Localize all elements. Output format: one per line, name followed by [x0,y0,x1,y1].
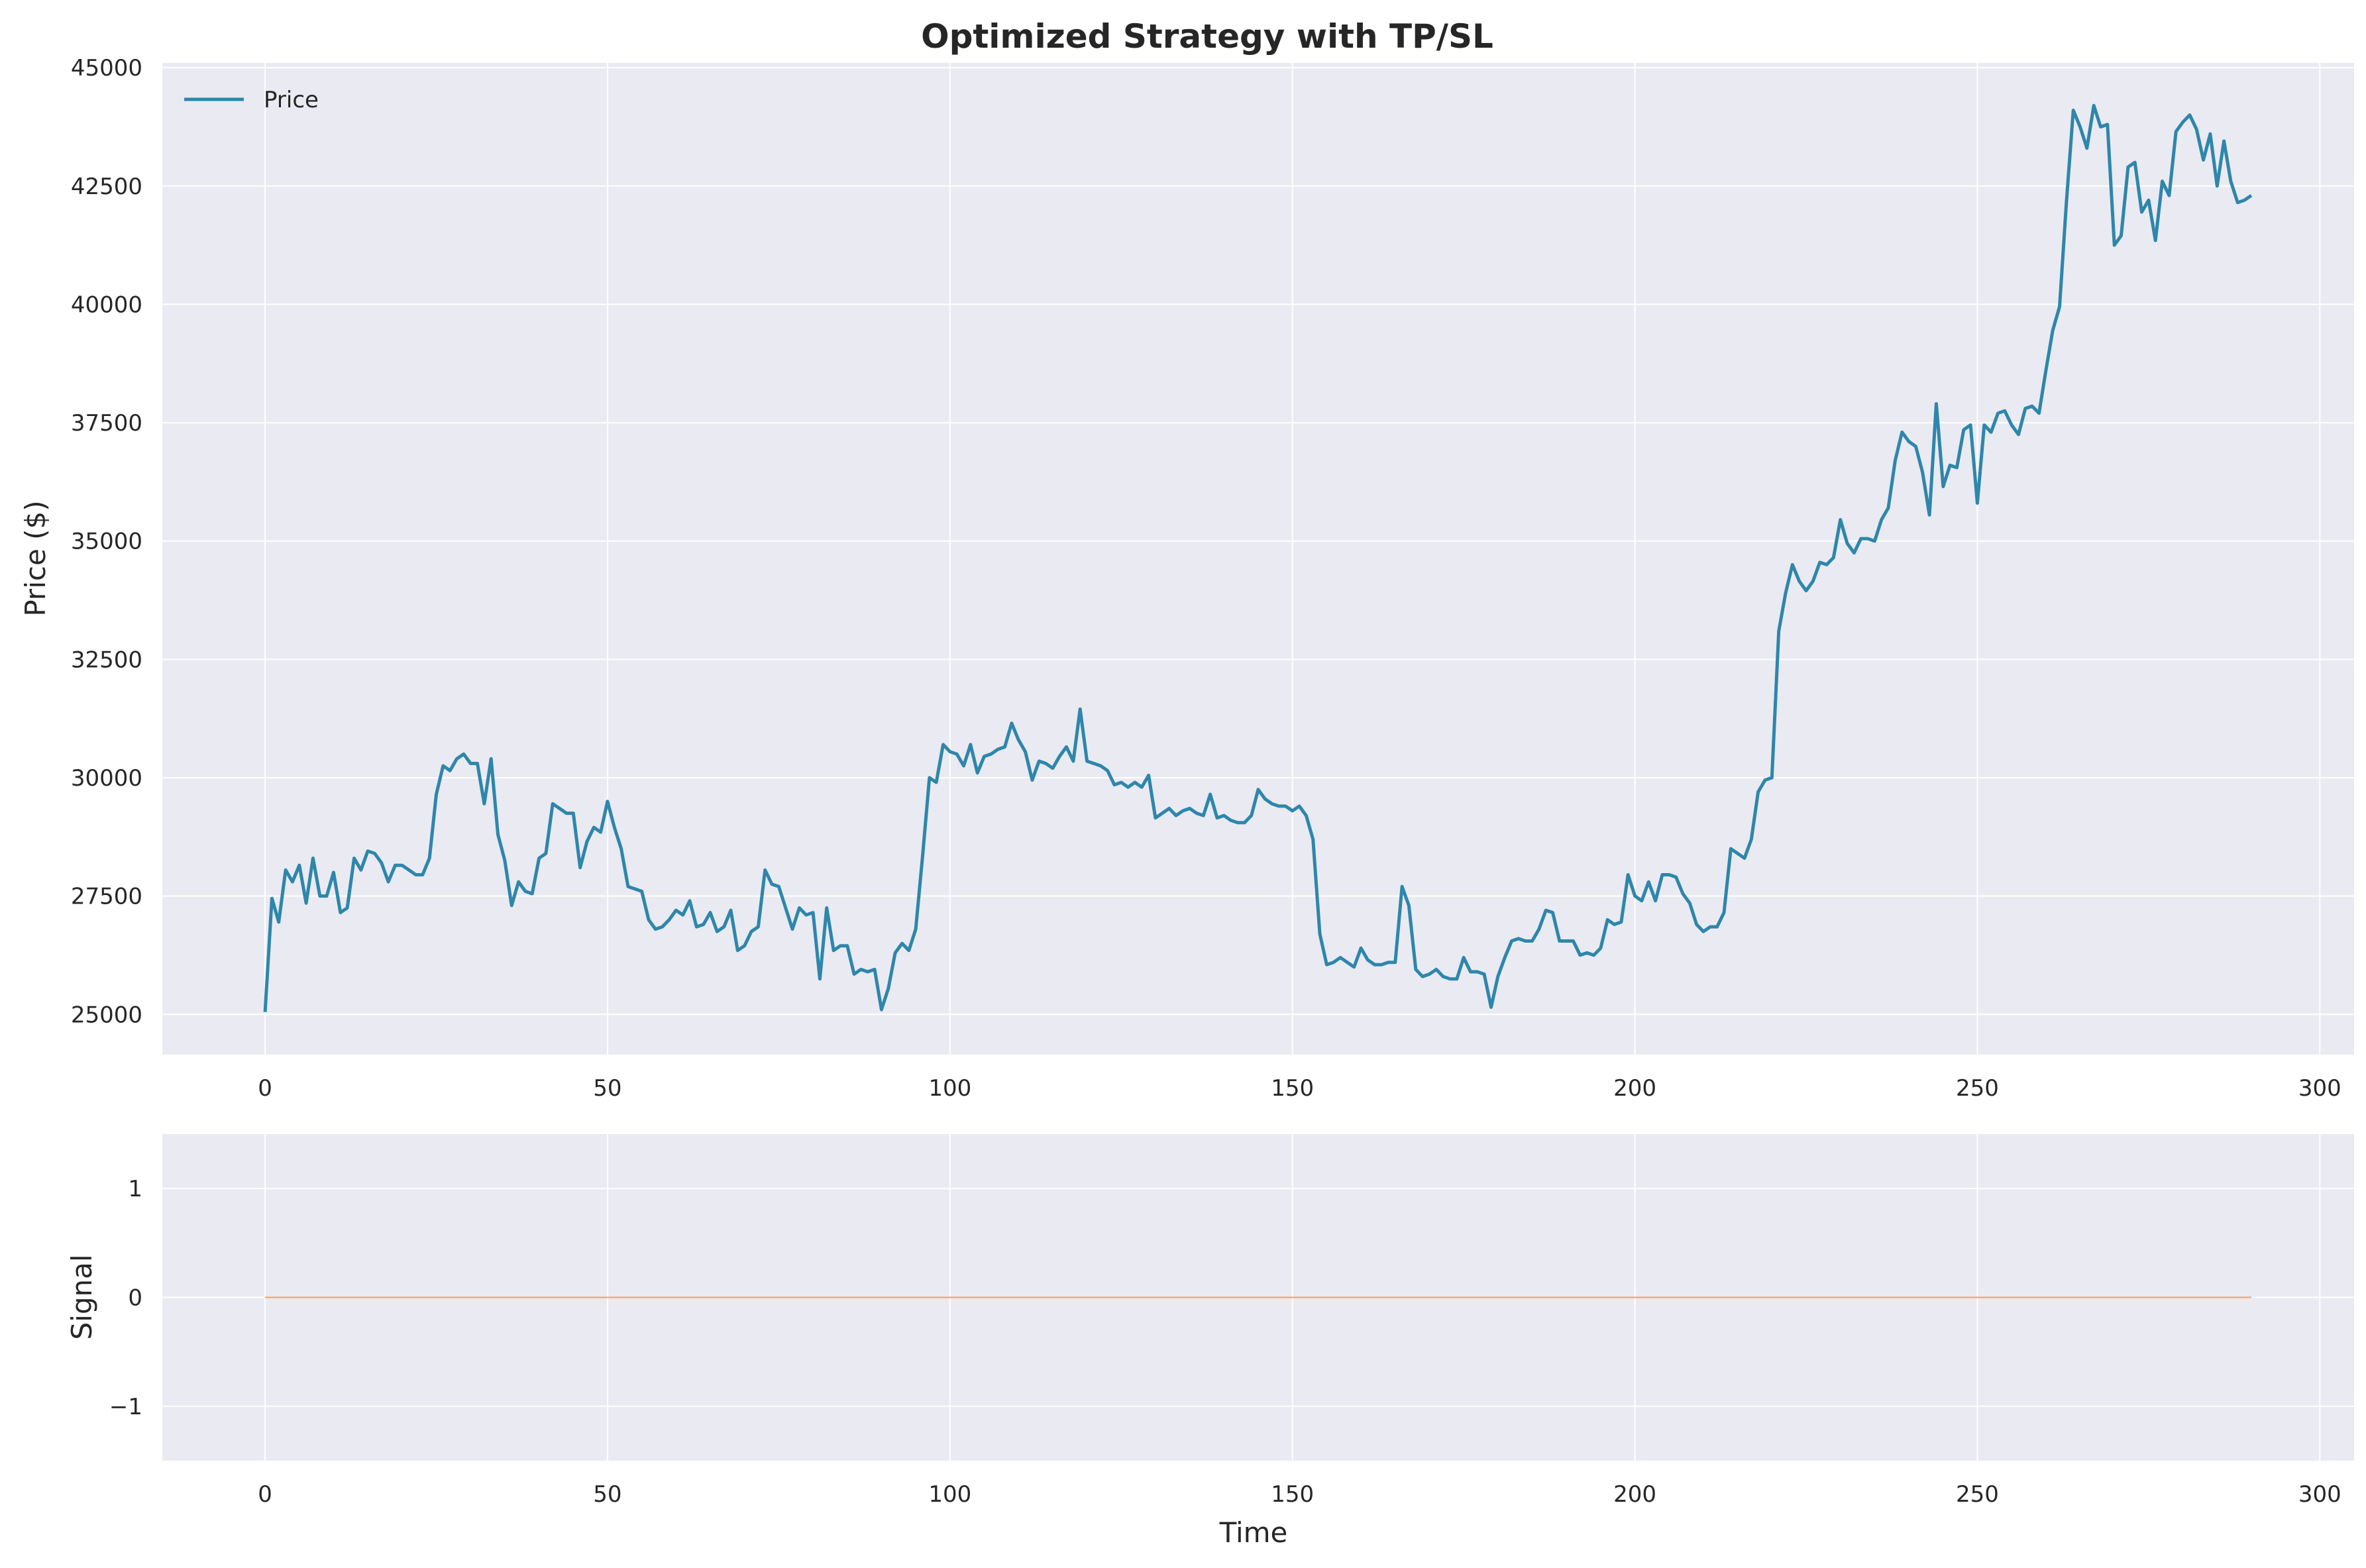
x-axis-label: Time [1219,1516,1288,1549]
price-y-tick-labels: 25000 27500 30000 32500 35000 37500 40000 42500… [71,55,142,1028]
signal-x-tick-labels: 0 50 100 150 200 250 300 [258,1481,2341,1508]
legend: Price [184,87,319,113]
price-x-tick-label: 100 [928,1075,971,1102]
price-series [263,103,2253,1012]
price-panel-background [162,63,2354,1055]
chart-title: Optimized Strategy with TP/SL [921,17,1493,56]
signal-x-tick-label: 300 [2298,1481,2341,1508]
price-y-tick-label: 27500 [71,884,142,910]
price-y-tick-label: 30000 [71,765,142,792]
price-x-tick-label: 200 [1613,1075,1656,1102]
signal-y-tick-label: −1 [109,1394,142,1420]
price-x-tick-labels: 0 50 100 150 200 250 300 [258,1075,2341,1102]
price-y-tick-label: 42500 [71,174,142,200]
signal-x-tick-label: 100 [928,1481,971,1508]
price-panel-grid [162,63,2354,1055]
signal-x-tick-label: 50 [593,1481,621,1508]
signal-y-tick-label: 1 [128,1176,142,1202]
price-y-tick-label: 37500 [71,410,142,437]
price-x-tick-label: 250 [1956,1075,1999,1102]
signal-x-tick-label: 200 [1613,1481,1656,1508]
price-x-tick-label: 0 [258,1075,272,1102]
price-y-tick-label: 45000 [71,55,142,81]
signal-x-tick-label: 250 [1956,1481,1999,1508]
price-y-tick-label: 32500 [71,647,142,673]
signal-y-tick-label: 0 [128,1285,142,1312]
price-y-tick-label: 40000 [71,291,142,318]
price-y-tick-label: 25000 [71,1002,142,1028]
price-x-tick-label: 150 [1271,1075,1314,1102]
legend-label-price: Price [264,87,319,113]
price-x-tick-label: 300 [2298,1075,2341,1102]
signal-x-tick-label: 0 [258,1481,272,1508]
signal-x-tick-label: 150 [1271,1481,1314,1508]
price-x-tick-label: 50 [593,1075,621,1102]
price-line [263,103,2253,1012]
price-y-tick-label: 35000 [71,529,142,555]
signal-y-axis-label: Signal [66,1254,98,1339]
price-y-axis-label: Price ($) [19,500,52,616]
signal-y-tick-labels: −1 0 1 [109,1176,142,1420]
